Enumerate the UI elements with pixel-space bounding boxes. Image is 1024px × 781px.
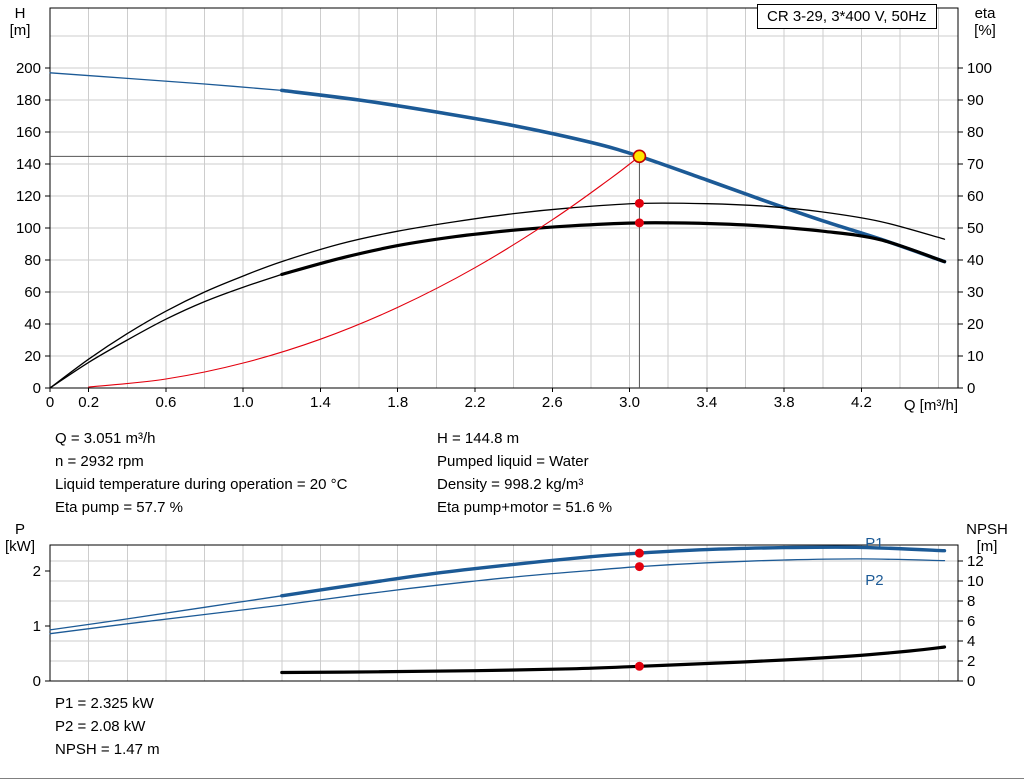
curve-label-p1: P1 bbox=[865, 535, 883, 552]
npsh-axis-symbol: NPSH bbox=[966, 521, 1008, 538]
p-axis-unit: [kW] bbox=[5, 538, 35, 555]
h-axis-title: H [m] bbox=[2, 5, 38, 39]
left-tick-label: 80 bbox=[24, 252, 41, 269]
p-axis-title: P [kW] bbox=[2, 521, 38, 555]
left-tick-label: 1 bbox=[33, 618, 41, 635]
operating-dot bbox=[634, 218, 644, 228]
npsh-axis-title: NPSH [m] bbox=[956, 521, 1018, 555]
eta-pump-curve bbox=[49, 202, 946, 389]
x-tick-label: 4.2 bbox=[851, 394, 872, 411]
right-tick-label: 0 bbox=[967, 380, 975, 397]
right-tick-label: 10 bbox=[967, 348, 984, 365]
x-tick-label: 2.2 bbox=[465, 394, 486, 411]
right-tick-label: 2 bbox=[967, 653, 975, 670]
right-tick-label: 4 bbox=[967, 633, 975, 650]
h-axis-unit: [m] bbox=[9, 22, 31, 39]
head-efficiency-chart: 0 20 40 60 80 100 120 140 160 180 200 0 10 20 30 40 50 60… bbox=[16, 7, 992, 411]
p-axis-symbol: P bbox=[14, 521, 25, 538]
right-tick-label: 70 bbox=[967, 156, 984, 173]
p1-curve bbox=[280, 545, 947, 598]
operating-dot bbox=[634, 562, 644, 572]
pump-model-label: CR 3-29, 3*400 V, 50Hz bbox=[757, 4, 937, 29]
info-liquid-temp: Liquid temperature during operation = 20… bbox=[55, 476, 348, 493]
curve-label-p2: P2 bbox=[865, 572, 883, 589]
x-tick-label: 0 bbox=[46, 394, 54, 411]
qh-curve-lead bbox=[49, 72, 283, 92]
right-tick-label: 12 bbox=[967, 553, 984, 570]
operating-dot bbox=[634, 198, 644, 208]
eta-axis-unit: [%] bbox=[974, 22, 996, 39]
plot-border bbox=[49, 544, 959, 682]
x-tick-label: 3.0 bbox=[619, 394, 640, 411]
left-tick-label: 0 bbox=[33, 673, 41, 690]
x-tick-label: 2.6 bbox=[542, 394, 563, 411]
left-tick-label: 2 bbox=[33, 563, 41, 580]
left-tick-label: 0 bbox=[33, 380, 41, 397]
info-eta-pump-motor: Eta pump+motor = 51.6 % bbox=[437, 499, 613, 516]
right-tick-label: 80 bbox=[967, 124, 984, 141]
right-tick-label: 60 bbox=[967, 188, 984, 205]
system-curve bbox=[88, 155, 640, 388]
duty-info-left: Q = 3.051 m³/h n = 2932 rpm Liquid tempe… bbox=[55, 427, 347, 519]
bottom-divider bbox=[0, 778, 1024, 779]
info-speed: n = 2932 rpm bbox=[55, 453, 144, 470]
eta-pump-motor-curve bbox=[280, 221, 947, 276]
info-npsh: NPSH = 1.47 m bbox=[55, 741, 160, 758]
left-tick-label: 180 bbox=[16, 92, 41, 109]
info-density: Density = 998.2 kg/m³ bbox=[437, 476, 584, 493]
right-tick-label: 10 bbox=[967, 573, 984, 590]
left-tick-label: 20 bbox=[24, 348, 41, 365]
npsh-curve bbox=[280, 645, 947, 675]
right-tick-label: 20 bbox=[967, 316, 984, 333]
q-axis-title: Q [m³/h] bbox=[903, 397, 958, 414]
info-head: H = 144.8 m bbox=[437, 430, 520, 447]
operating-dot bbox=[634, 548, 644, 558]
x-tick-label: 1.8 bbox=[387, 394, 408, 411]
right-tick-label: 30 bbox=[967, 284, 984, 301]
left-tick-label: 200 bbox=[16, 60, 41, 77]
npsh-axis-unit: [m] bbox=[976, 538, 998, 555]
info-p1: P1 = 2.325 kW bbox=[55, 695, 154, 712]
right-tick-label: 90 bbox=[967, 92, 984, 109]
left-tick-label: 100 bbox=[16, 220, 41, 237]
p1-curve-lead bbox=[49, 595, 283, 631]
x-tick-label: 1.4 bbox=[310, 394, 331, 411]
duty-info-right: H = 144.8 m Pumped liquid = Water Densit… bbox=[437, 427, 612, 519]
info-pumped-liquid: Pumped liquid = Water bbox=[437, 453, 589, 470]
right-tick-label: 6 bbox=[967, 613, 975, 630]
right-tick-label: 8 bbox=[967, 593, 975, 610]
operating-dot bbox=[634, 661, 644, 671]
x-tick-label: 0.2 bbox=[78, 394, 99, 411]
right-tick-label: 0 bbox=[967, 673, 975, 690]
left-tick-label: 140 bbox=[16, 156, 41, 173]
x-tick-label: 3.8 bbox=[774, 394, 795, 411]
power-info: P1 = 2.325 kW P2 = 2.08 kW NPSH = 1.47 m bbox=[55, 692, 160, 761]
right-tick-label: 100 bbox=[967, 60, 992, 77]
eta-pump-motor-lead bbox=[49, 273, 283, 389]
info-eta-pump: Eta pump = 57.7 % bbox=[55, 499, 183, 516]
right-tick-label: 50 bbox=[967, 220, 984, 237]
info-p2: P2 = 2.08 kW bbox=[55, 718, 146, 735]
duty-point[interactable] bbox=[632, 149, 647, 164]
eta-axis-title: eta [%] bbox=[962, 5, 1008, 39]
left-tick-label: 40 bbox=[24, 316, 41, 333]
left-tick-label: 60 bbox=[24, 284, 41, 301]
plot-border bbox=[49, 7, 959, 389]
h-axis-symbol: H bbox=[14, 5, 26, 22]
p2-curve bbox=[49, 558, 946, 635]
left-tick-label: 120 bbox=[16, 188, 41, 205]
x-tick-label: 1.0 bbox=[233, 394, 254, 411]
eta-axis-symbol: eta bbox=[974, 5, 996, 22]
x-tick-label: 0.6 bbox=[155, 394, 176, 411]
x-tick-label: 3.4 bbox=[696, 394, 717, 411]
left-tick-label: 160 bbox=[16, 124, 41, 141]
info-flow: Q = 3.051 m³/h bbox=[55, 430, 156, 447]
right-tick-label: 40 bbox=[967, 252, 984, 269]
